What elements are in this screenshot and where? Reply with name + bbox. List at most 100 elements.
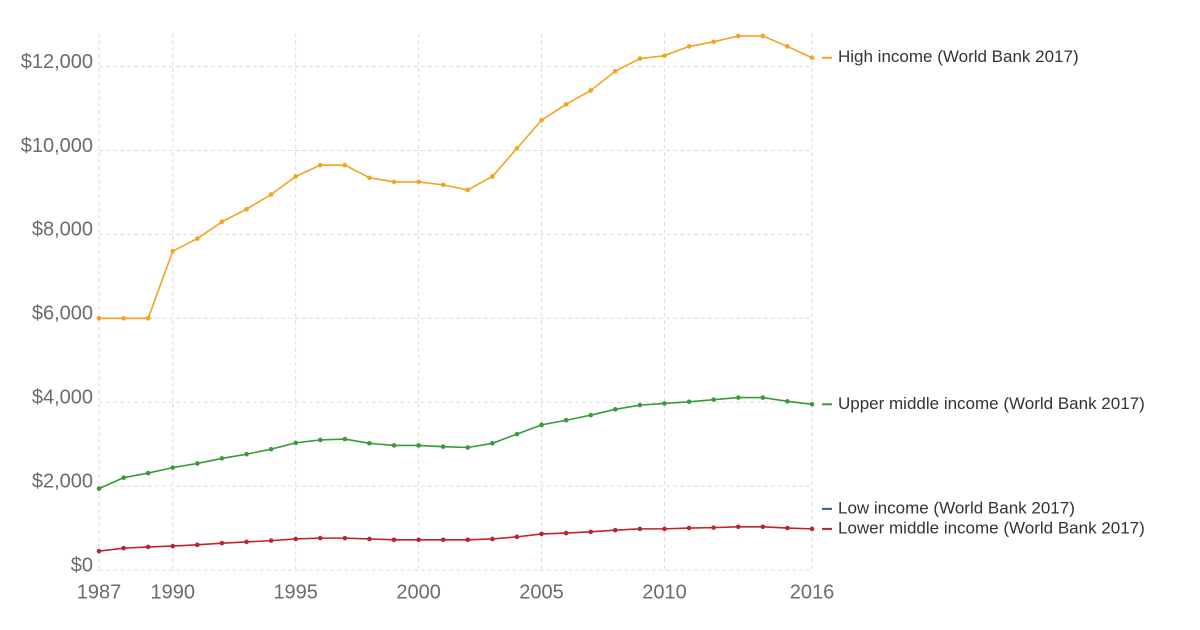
data-point	[613, 527, 618, 533]
data-point	[760, 33, 766, 39]
legend-label: High income (World Bank 2017)	[838, 47, 1079, 66]
data-point	[195, 542, 200, 548]
data-point	[662, 526, 667, 532]
x-tick-label: 2000	[396, 581, 441, 603]
data-point	[735, 33, 741, 39]
data-point	[342, 535, 348, 541]
data-point	[96, 548, 102, 554]
data-point	[268, 192, 274, 197]
data-point	[490, 441, 495, 446]
data-point	[170, 543, 176, 549]
data-point	[637, 56, 643, 61]
data-point	[809, 55, 815, 61]
data-point	[637, 526, 643, 532]
data-point	[785, 525, 790, 531]
data-point	[145, 470, 151, 476]
data-point	[637, 402, 643, 408]
data-point	[219, 540, 225, 546]
y-tick-label: $12,000	[21, 51, 93, 73]
data-point	[96, 486, 102, 491]
data-point	[662, 53, 667, 58]
data-point	[219, 456, 225, 461]
data-point	[613, 407, 618, 412]
data-point	[588, 88, 594, 93]
data-point	[490, 174, 495, 179]
data-point	[293, 174, 298, 179]
data-point	[195, 236, 200, 241]
data-point	[711, 525, 716, 530]
data-point	[465, 445, 471, 450]
data-point	[686, 525, 692, 531]
data-point	[440, 537, 446, 543]
data-point	[440, 182, 446, 188]
data-point	[391, 179, 397, 185]
data-point	[317, 535, 323, 541]
data-point	[760, 524, 766, 530]
data-point	[391, 443, 397, 448]
data-point	[539, 117, 544, 123]
x-tick-label: 2010	[642, 581, 687, 603]
legend-label: Low income (World Bank 2017)	[838, 498, 1075, 517]
data-point	[760, 395, 766, 400]
data-point	[686, 44, 692, 49]
data-point	[121, 475, 126, 481]
data-point	[293, 536, 298, 542]
y-tick-label: $2,000	[32, 470, 93, 492]
data-point	[662, 401, 667, 406]
data-point	[465, 187, 471, 193]
data-point	[490, 536, 495, 542]
data-point	[735, 395, 741, 400]
legend-label: Upper middle income (World Bank 2017)	[838, 394, 1145, 413]
data-point	[367, 175, 372, 181]
data-point	[588, 412, 594, 418]
x-tick-label: 2005	[519, 581, 564, 603]
data-point	[809, 526, 815, 532]
data-point	[293, 440, 298, 446]
data-point	[145, 315, 151, 321]
data-point	[268, 538, 274, 543]
data-point	[121, 315, 126, 321]
data-point	[170, 248, 176, 254]
y-tick-label: $6,000	[32, 303, 93, 325]
data-point	[785, 44, 790, 49]
data-point	[514, 431, 520, 437]
legend-label: Lower middle income (World Bank 2017)	[838, 518, 1145, 537]
data-point	[613, 68, 618, 74]
x-tick-label: 1990	[151, 581, 196, 603]
data-point	[563, 530, 569, 536]
data-point	[539, 531, 544, 537]
data-point	[367, 536, 372, 542]
data-point	[342, 436, 348, 442]
y-tick-label: $8,000	[32, 219, 93, 241]
data-point	[588, 529, 594, 535]
data-point	[170, 465, 176, 470]
data-point	[367, 441, 372, 446]
data-point	[317, 437, 323, 443]
y-tick-label: $10,000	[21, 135, 93, 157]
series-line	[98, 525, 813, 552]
series-line	[98, 396, 813, 490]
data-point	[809, 401, 815, 407]
data-point	[440, 444, 446, 449]
data-point	[785, 399, 790, 404]
data-point	[465, 537, 471, 543]
data-point	[711, 39, 716, 45]
data-point	[145, 544, 151, 550]
y-tick-label: $4,000	[32, 386, 93, 408]
data-point	[342, 162, 348, 168]
data-point	[563, 102, 569, 107]
data-point	[711, 397, 716, 402]
data-point	[219, 219, 225, 225]
data-point	[563, 417, 569, 423]
data-point	[514, 146, 520, 151]
data-point	[317, 162, 323, 168]
y-tick-label: $0	[71, 554, 93, 576]
data-point	[268, 446, 274, 452]
data-point	[416, 179, 421, 185]
data-point	[686, 399, 692, 405]
data-point	[244, 206, 249, 212]
data-point	[96, 315, 102, 321]
data-point	[735, 524, 741, 530]
data-point	[244, 539, 249, 545]
x-tick-label: 2016	[790, 581, 835, 603]
